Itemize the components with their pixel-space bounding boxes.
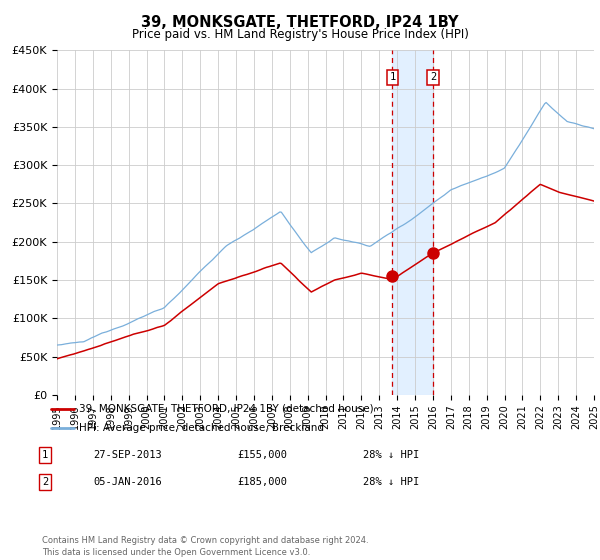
Bar <box>392 50 433 395</box>
Text: 28% ↓ HPI: 28% ↓ HPI <box>363 450 419 460</box>
Text: 39, MONKSGATE, THETFORD, IP24 1BY (detached house): 39, MONKSGATE, THETFORD, IP24 1BY (detac… <box>79 404 373 414</box>
Text: £155,000: £155,000 <box>237 450 287 460</box>
Text: 28% ↓ HPI: 28% ↓ HPI <box>363 477 419 487</box>
Text: HPI: Average price, detached house, Breckland: HPI: Average price, detached house, Brec… <box>79 423 324 433</box>
Text: 05-JAN-2016: 05-JAN-2016 <box>93 477 162 487</box>
Text: Contains HM Land Registry data © Crown copyright and database right 2024.
This d: Contains HM Land Registry data © Crown c… <box>42 536 368 557</box>
Text: 27-SEP-2013: 27-SEP-2013 <box>93 450 162 460</box>
Text: 1: 1 <box>42 450 48 460</box>
Text: 39, MONKSGATE, THETFORD, IP24 1BY: 39, MONKSGATE, THETFORD, IP24 1BY <box>141 15 459 30</box>
Text: 2: 2 <box>430 72 436 82</box>
Text: 2: 2 <box>42 477 48 487</box>
Text: Price paid vs. HM Land Registry's House Price Index (HPI): Price paid vs. HM Land Registry's House … <box>131 28 469 41</box>
Text: £185,000: £185,000 <box>237 477 287 487</box>
Text: 1: 1 <box>389 72 395 82</box>
